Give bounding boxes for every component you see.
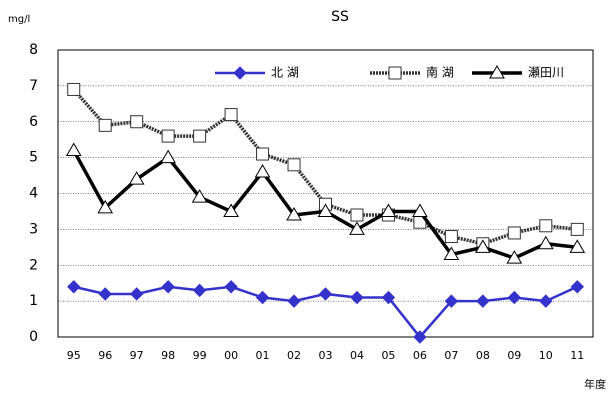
marker [161, 280, 175, 294]
chart-title: SS [331, 9, 349, 25]
marker [539, 294, 553, 308]
marker [570, 280, 584, 294]
marker [224, 108, 238, 122]
x-tick-label: 95 [67, 349, 81, 362]
legend-marker [233, 66, 247, 80]
marker [67, 82, 81, 96]
marker [539, 219, 553, 233]
marker [381, 290, 396, 305]
x-tick-label: 00 [224, 349, 238, 362]
marker [507, 226, 521, 240]
marker [193, 129, 207, 143]
marker [254, 163, 271, 178]
plot-border [57, 49, 594, 338]
x-tick-label: 98 [161, 349, 175, 362]
x-tick-label: 07 [444, 349, 458, 362]
marker [476, 294, 490, 308]
y-unit: mg/l [8, 14, 30, 25]
marker [191, 189, 208, 203]
y-tick-label: 3 [29, 221, 38, 237]
marker [256, 147, 270, 161]
x-tick-label: 10 [539, 349, 553, 362]
x-tick-label: 01 [256, 349, 270, 362]
x-tick-label: 08 [476, 349, 490, 362]
x-tick-label: 02 [287, 349, 301, 362]
marker [474, 239, 491, 253]
y-tick-label: 4 [29, 186, 38, 202]
marker [160, 149, 177, 164]
marker [161, 129, 175, 143]
marker [224, 280, 238, 294]
marker [192, 283, 207, 298]
x-label: 年度 [584, 377, 606, 391]
marker [130, 115, 144, 129]
y-tick-label: 7 [29, 78, 38, 94]
marker [317, 203, 334, 217]
x-tick-label: 03 [319, 349, 333, 362]
marker [67, 280, 81, 294]
y-tick-label: 0 [29, 329, 38, 345]
y-tick-label: 2 [29, 257, 38, 273]
y-tick-label: 5 [29, 150, 38, 166]
marker [287, 294, 301, 308]
marker [128, 171, 145, 185]
x-tick-label: 97 [130, 349, 144, 362]
marker [255, 290, 270, 305]
marker [65, 142, 82, 156]
marker [97, 199, 114, 214]
legend-marker [388, 66, 402, 80]
marker [537, 235, 554, 250]
marker [569, 239, 586, 253]
series-line [72, 88, 578, 246]
marker [349, 221, 365, 235]
x-tick-label: 96 [98, 349, 112, 362]
y-tick-label: 6 [29, 114, 38, 130]
legend-label: 南 湖 [426, 65, 454, 80]
x-tick-label: 99 [193, 349, 207, 362]
marker [444, 294, 459, 308]
marker [380, 203, 397, 217]
x-tick-label: 05 [381, 349, 395, 362]
legend-label: 北 湖 [271, 65, 299, 80]
marker [287, 158, 301, 172]
marker [507, 290, 522, 305]
marker [318, 287, 333, 301]
marker [98, 118, 112, 132]
y-tick-label: 1 [29, 293, 38, 309]
marker [570, 222, 584, 236]
marker [350, 290, 364, 305]
x-tick-label: 09 [507, 349, 521, 362]
marker [223, 203, 239, 217]
marker [413, 330, 427, 344]
x-tick-label: 04 [350, 349, 364, 362]
marker [506, 250, 523, 264]
legend-marker [489, 65, 505, 79]
marker [443, 246, 460, 260]
marker [98, 287, 112, 301]
marker [129, 287, 144, 301]
marker [444, 230, 458, 244]
marker [286, 207, 302, 221]
y-tick-label: 8 [29, 42, 38, 58]
x-tick-label: 11 [570, 349, 584, 362]
x-tick-label: 06 [413, 349, 427, 362]
marker [412, 203, 428, 217]
legend-label: 瀬田川 [528, 66, 564, 80]
marker [350, 208, 364, 222]
